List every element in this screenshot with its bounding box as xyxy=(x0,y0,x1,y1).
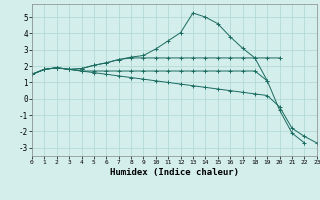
X-axis label: Humidex (Indice chaleur): Humidex (Indice chaleur) xyxy=(110,168,239,177)
